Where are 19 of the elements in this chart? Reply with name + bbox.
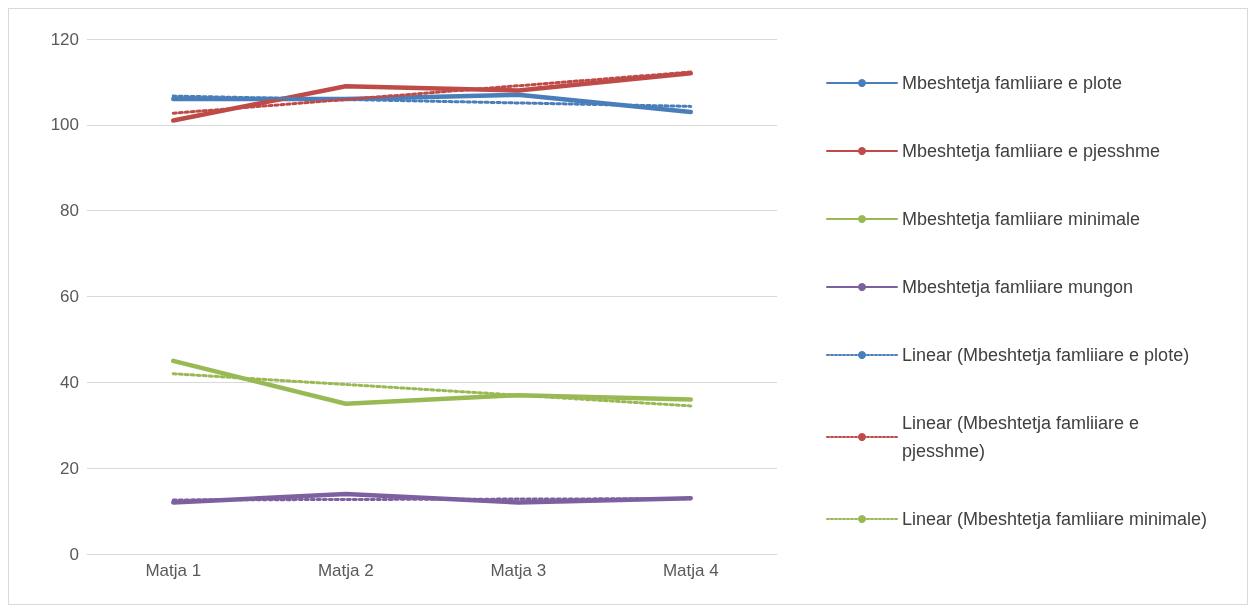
y-tick-label: 0 [69, 544, 79, 564]
legend-label: Mbeshtetja famliiare mungon [902, 277, 1134, 297]
legend-label: Mbeshtetja famliiare e pjesshme [902, 141, 1161, 161]
y-tick-label: 20 [60, 458, 79, 478]
legend-label: Mbeshtetja famliiare minimale [902, 209, 1141, 229]
legend-label: Mbeshtetja famliiare e plote [902, 73, 1123, 93]
y-tick-label: 120 [50, 29, 79, 49]
x-tick-label: Matja 2 [317, 561, 374, 580]
legend-label: Linear (Mbeshtetja famliiare e plote) [902, 345, 1190, 365]
y-tick-label: 80 [60, 201, 79, 221]
x-tick-label: Matja 3 [490, 561, 547, 580]
x-tick-label: Matja 1 [145, 561, 202, 580]
y-tick-label: 60 [60, 287, 79, 306]
x-tick-label: Matja 4 [662, 561, 719, 580]
line-series [171, 358, 693, 407]
y-tick-label: 40 [60, 372, 79, 392]
y-tick-label: 100 [50, 115, 79, 135]
legend-label: Linear (Mbeshtetja famliiare minimale) [902, 509, 1208, 529]
legend-label: Linear (Mbeshtetja famliiare e pjesshme) [902, 413, 1145, 461]
